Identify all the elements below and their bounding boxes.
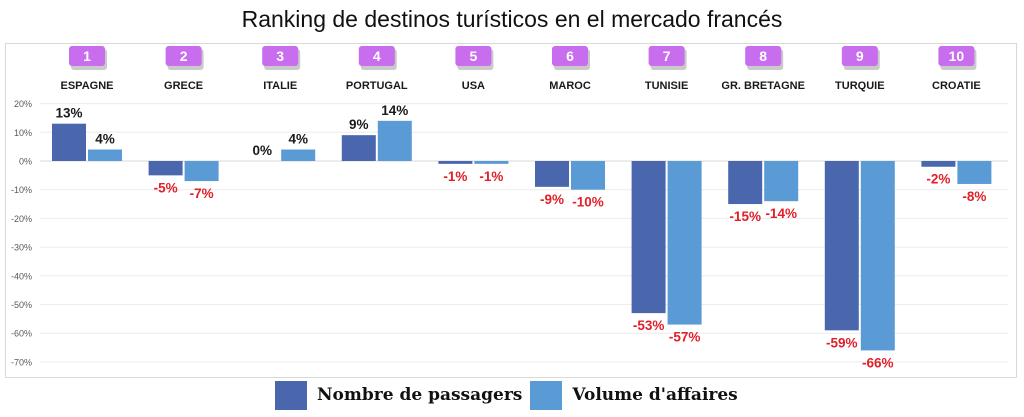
- category-label: USA: [462, 80, 485, 92]
- legend-swatch-passagers: [275, 380, 307, 410]
- rank-badge: [165, 46, 202, 66]
- rank-number: 2: [180, 48, 188, 64]
- category-label: ESPAGNE: [61, 80, 114, 92]
- rank-badge: [938, 46, 975, 66]
- data-label: 13%: [55, 106, 82, 121]
- y-tick-label: 20%: [14, 99, 32, 109]
- bar-volume: [474, 161, 509, 164]
- data-label: -10%: [572, 195, 604, 210]
- data-label: -15%: [729, 209, 761, 224]
- data-label: 4%: [95, 132, 115, 147]
- data-label: -59%: [826, 335, 858, 350]
- bar-volume: [184, 161, 219, 182]
- rank-number: 9: [856, 48, 864, 64]
- legend-item-passagers: Nombre de passagers: [275, 380, 523, 410]
- category-label: ITALIE: [263, 80, 297, 92]
- rank-number: 10: [949, 48, 965, 64]
- bar-volume: [281, 149, 316, 161]
- bar-volume: [377, 120, 412, 161]
- y-tick-label: -10%: [11, 185, 32, 195]
- rank-badge: [648, 46, 685, 66]
- chart-frame: [5, 43, 1017, 378]
- legend-label-volume: Volume d'affaires: [572, 385, 738, 405]
- bar-passagers: [631, 161, 666, 314]
- rank-badge: [69, 46, 105, 66]
- data-label: 9%: [349, 117, 369, 132]
- rank-number: 3: [276, 48, 284, 64]
- rank-number: 8: [759, 48, 767, 64]
- rank-number: 6: [566, 48, 574, 64]
- legend: Nombre de passagers Volume d'affaires: [275, 379, 746, 411]
- y-tick-label: -70%: [11, 357, 32, 367]
- rank-number: 7: [663, 48, 671, 64]
- category-label: GR. BRETAGNE: [721, 80, 805, 92]
- rank-badge: [262, 46, 299, 66]
- category-label: CROATIE: [932, 80, 981, 92]
- y-tick-label: -60%: [11, 329, 32, 339]
- data-label: -5%: [154, 180, 178, 195]
- bar-passagers: [535, 161, 569, 187]
- bar-passagers: [148, 161, 183, 176]
- bar-passagers: [728, 161, 763, 205]
- bar-volume: [667, 161, 702, 325]
- bar-volume: [957, 161, 992, 184]
- rank-number: 1: [83, 48, 91, 64]
- data-label: -53%: [633, 318, 665, 333]
- data-label: -9%: [540, 192, 564, 207]
- rank-badge: [358, 46, 395, 66]
- category-label: PORTUGAL: [346, 80, 408, 92]
- chart-title: Ranking de destinos turísticos en el mer…: [241, 6, 783, 32]
- bar-passagers: [921, 161, 956, 167]
- data-label: -1%: [443, 169, 467, 184]
- rank-number: 5: [470, 48, 478, 64]
- bar-volume: [571, 161, 605, 190]
- rank-badge: [552, 46, 588, 66]
- rank-badge: [455, 46, 492, 66]
- bar-passagers: [438, 161, 473, 164]
- data-label: 0%: [252, 143, 272, 158]
- y-tick-label: -20%: [11, 214, 32, 224]
- y-tick-label: 10%: [14, 128, 32, 138]
- bar-passagers: [824, 161, 859, 331]
- data-label: 14%: [381, 103, 408, 118]
- y-tick-label: -40%: [11, 271, 32, 281]
- data-label: -7%: [190, 186, 214, 201]
- category-label: GRECE: [164, 80, 203, 92]
- bar-volume: [88, 149, 122, 161]
- data-label: 4%: [288, 132, 308, 147]
- y-tick-label: 0%: [19, 157, 32, 167]
- y-tick-label: -30%: [11, 243, 32, 253]
- rank-number: 4: [373, 48, 381, 64]
- category-label: TUNISIE: [645, 80, 688, 92]
- data-label: -57%: [669, 330, 701, 345]
- bar-passagers: [341, 135, 376, 161]
- data-label: -1%: [479, 169, 503, 184]
- data-label: -14%: [765, 206, 797, 221]
- bar-passagers: [52, 123, 86, 161]
- legend-item-volume: Volume d'affaires: [530, 380, 738, 410]
- legend-label-passagers: Nombre de passagers: [317, 385, 523, 405]
- rank-badge: [841, 46, 878, 66]
- legend-swatch-volume: [530, 380, 563, 410]
- category-label: TURQUIE: [835, 80, 885, 92]
- bar-volume: [860, 161, 895, 351]
- y-tick-label: -50%: [11, 300, 32, 310]
- bar-volume: [764, 161, 799, 202]
- data-label: -2%: [926, 172, 950, 187]
- category-label: MAROC: [549, 80, 591, 92]
- rank-badge: [745, 46, 782, 66]
- data-label: -66%: [862, 355, 894, 370]
- data-label: -8%: [962, 189, 986, 204]
